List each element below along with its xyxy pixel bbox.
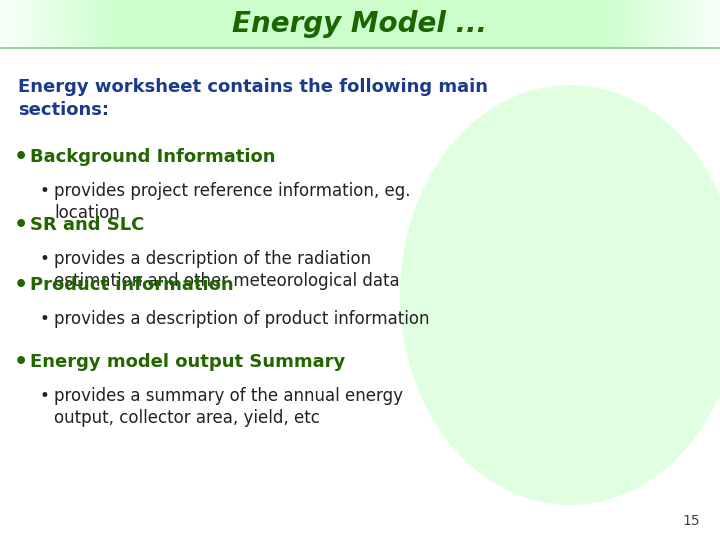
Ellipse shape xyxy=(400,85,720,505)
Text: •: • xyxy=(14,215,28,235)
Text: •: • xyxy=(40,387,50,405)
Text: provides a description of the radiation
estimation and other meteorological data: provides a description of the radiation … xyxy=(54,250,400,290)
Text: SR and SLC: SR and SLC xyxy=(30,216,145,234)
Text: •: • xyxy=(40,310,50,328)
Text: 15: 15 xyxy=(683,514,700,528)
Text: provides a summary of the annual energy
output, collector area, yield, etc: provides a summary of the annual energy … xyxy=(54,387,403,427)
Text: •: • xyxy=(14,275,28,295)
Text: provides a description of product information: provides a description of product inform… xyxy=(54,310,430,328)
Text: •: • xyxy=(14,352,28,372)
Text: Product information: Product information xyxy=(30,276,233,294)
Text: provides project reference information, eg.
location: provides project reference information, … xyxy=(54,182,410,222)
Text: Energy Model ...: Energy Model ... xyxy=(233,10,487,38)
Text: Background Information: Background Information xyxy=(30,148,276,166)
Text: •: • xyxy=(40,182,50,200)
Text: •: • xyxy=(14,147,28,167)
Text: Energy worksheet contains the following main
sections:: Energy worksheet contains the following … xyxy=(18,78,488,119)
Text: •: • xyxy=(40,250,50,268)
Text: Energy model output Summary: Energy model output Summary xyxy=(30,353,346,371)
Bar xyxy=(0,0,720,48)
